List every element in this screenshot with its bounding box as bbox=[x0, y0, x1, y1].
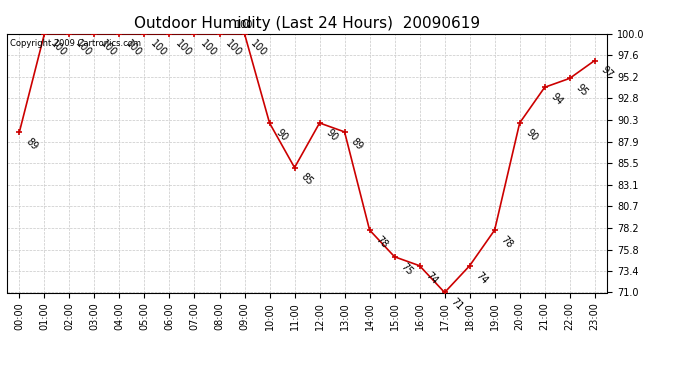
Text: 89: 89 bbox=[348, 136, 364, 152]
Text: 95: 95 bbox=[574, 82, 590, 98]
Text: 74: 74 bbox=[424, 270, 440, 286]
Text: 100: 100 bbox=[74, 38, 94, 58]
Text: 100: 100 bbox=[124, 38, 144, 58]
Text: 90: 90 bbox=[524, 127, 540, 143]
Text: 85: 85 bbox=[299, 172, 315, 188]
Text: 100: 100 bbox=[148, 38, 168, 58]
Text: 90: 90 bbox=[274, 127, 289, 143]
Text: 100: 100 bbox=[48, 38, 68, 58]
Text: 78: 78 bbox=[499, 234, 515, 250]
Text: 100: 100 bbox=[224, 38, 244, 58]
Text: 97: 97 bbox=[599, 64, 615, 81]
Text: 100: 100 bbox=[235, 20, 254, 30]
Text: 100: 100 bbox=[174, 38, 194, 58]
Text: 74: 74 bbox=[474, 270, 490, 286]
Text: 94: 94 bbox=[549, 92, 564, 107]
Text: Copyright 2009 Cartronics.com: Copyright 2009 Cartronics.com bbox=[10, 39, 141, 48]
Text: 78: 78 bbox=[374, 234, 390, 250]
Text: 100: 100 bbox=[199, 38, 219, 58]
Text: 100: 100 bbox=[99, 38, 119, 58]
Text: 75: 75 bbox=[399, 261, 415, 277]
Text: 71: 71 bbox=[448, 297, 464, 312]
Text: 100: 100 bbox=[248, 38, 268, 58]
Text: 90: 90 bbox=[324, 127, 339, 143]
Text: 89: 89 bbox=[23, 136, 39, 152]
Title: Outdoor Humidity (Last 24 Hours)  20090619: Outdoor Humidity (Last 24 Hours) 2009061… bbox=[134, 16, 480, 31]
